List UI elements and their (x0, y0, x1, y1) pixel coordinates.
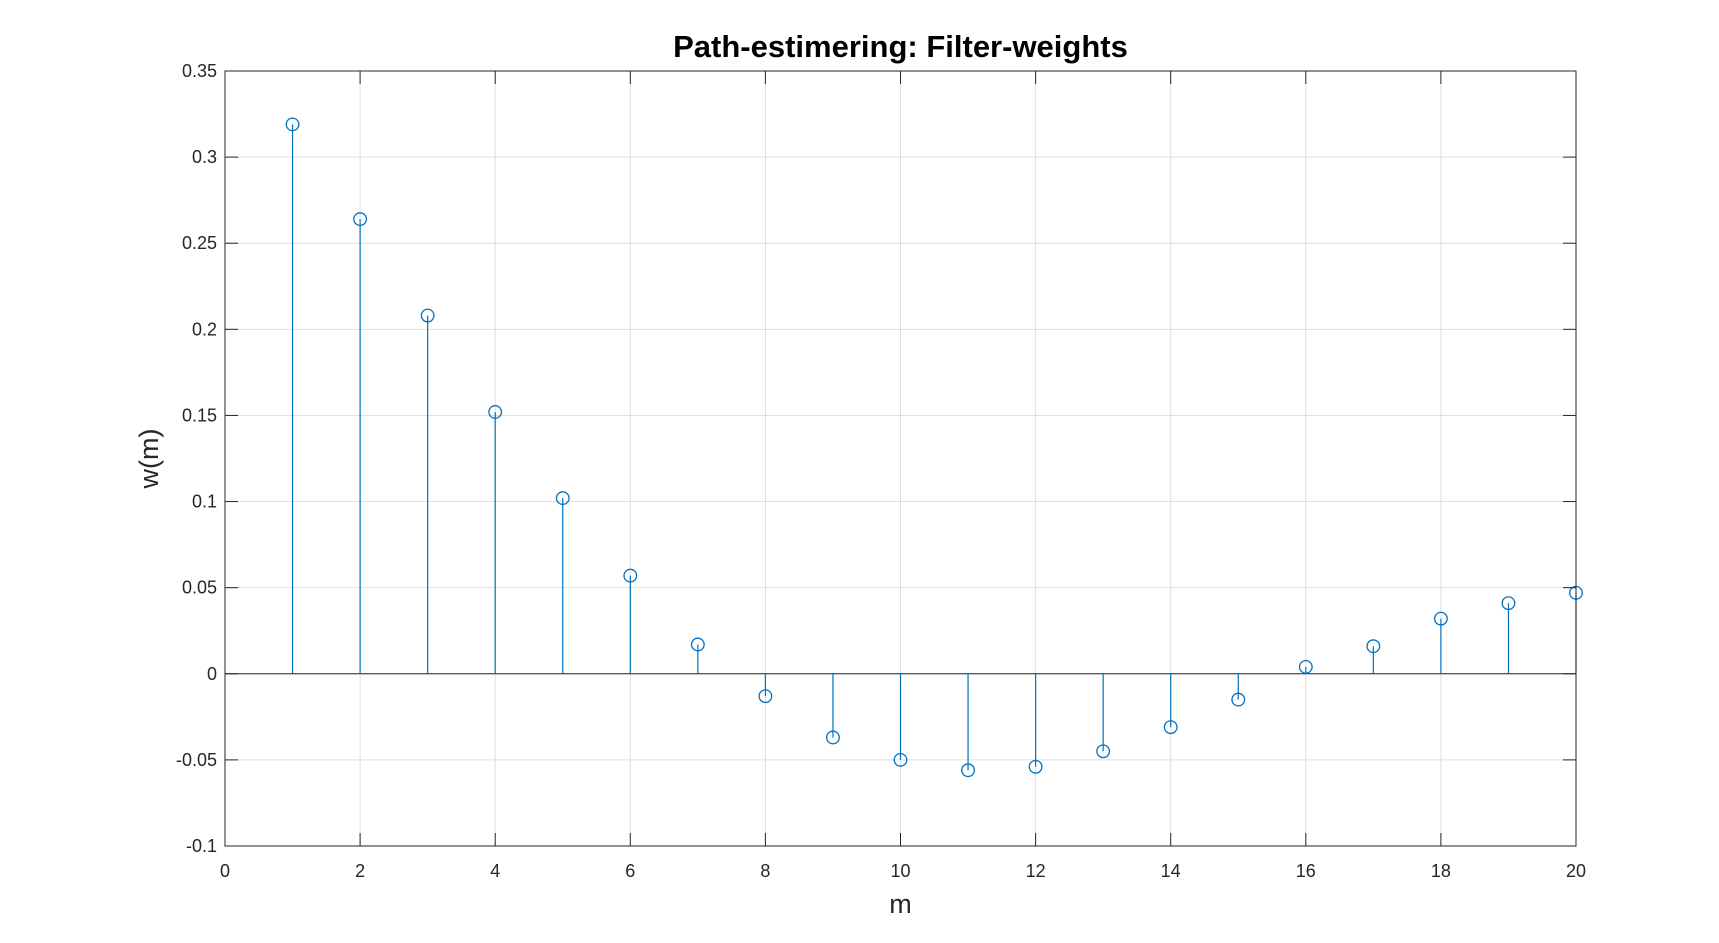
y-tick-label: 0.35 (182, 61, 217, 81)
stem-marker (1298, 659, 1313, 674)
stem-marker (1163, 720, 1178, 735)
x-tick-label: 12 (1026, 861, 1046, 881)
stem-marker (1433, 611, 1448, 626)
y-tick-label: 0.1 (192, 492, 217, 512)
stem-marker (623, 568, 638, 583)
stem-marker (1096, 744, 1111, 759)
y-tick-label: 0 (207, 664, 217, 684)
stem-marker (826, 730, 840, 745)
x-tick-label: 8 (760, 861, 770, 881)
x-tick-label: 14 (1161, 861, 1181, 881)
x-tick-label: 2 (355, 861, 365, 881)
x-tick-label: 10 (890, 861, 910, 881)
stem-marker (420, 308, 435, 323)
x-tick-label: 18 (1431, 861, 1451, 881)
stem-marker (1028, 759, 1043, 774)
y-tick-label: 0.05 (182, 578, 217, 598)
y-tick-labels: -0.1 -0.05 0 0.05 0.1 0.15 0.2 0.25 0.3 0.35 (176, 61, 217, 856)
stem-marker (1366, 639, 1381, 654)
stem-marker (488, 405, 503, 419)
stem-marker (893, 752, 908, 767)
y-tick-label: -0.1 (186, 836, 217, 856)
stem-marker (353, 212, 368, 227)
stem-marker (1501, 596, 1516, 611)
y-tick-label: 0.3 (192, 147, 217, 167)
x-axis-label: m (889, 889, 912, 919)
x-tick-labels: 0 2 4 6 8 10 12 14 16 18 20 (220, 861, 1586, 881)
x-tick-label: 6 (625, 861, 635, 881)
y-tick-label: 0.2 (192, 319, 217, 339)
y-tick-label: 0.15 (182, 405, 217, 425)
stem-marker (690, 637, 705, 652)
stem-marker (758, 689, 773, 704)
chart-title: Path-estimering: Filter-weights (673, 29, 1128, 64)
y-axis-label: w(m) (134, 429, 164, 490)
x-tick-label: 0 (220, 861, 230, 881)
stem-marker (961, 763, 976, 778)
y-tick-label: -0.05 (176, 750, 217, 770)
x-tick-label: 4 (490, 861, 500, 881)
y-tick-label: 0.25 (182, 233, 217, 253)
stem-marker (285, 117, 300, 132)
stem-marker (1231, 692, 1246, 707)
axes-box (224, 70, 1577, 847)
x-tick-label: 16 (1296, 861, 1316, 881)
x-tick-label: 20 (1566, 861, 1586, 881)
stem-marker (555, 491, 570, 506)
